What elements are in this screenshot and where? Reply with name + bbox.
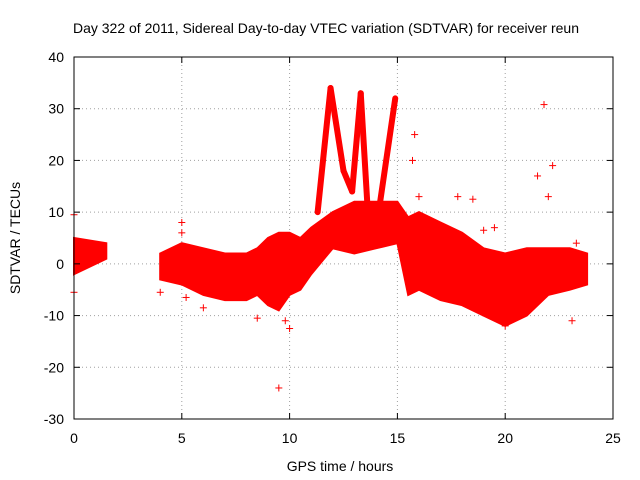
outlier-point (540, 101, 548, 109)
outlier-point (534, 172, 542, 180)
data-spike (357, 90, 371, 205)
outlier-point (408, 156, 416, 164)
y-tick-label: 30 (48, 101, 64, 117)
y-tick-label: 10 (48, 204, 64, 220)
outlier-point (199, 304, 207, 312)
plot-frame (73, 56, 614, 420)
outlier-point (411, 131, 419, 139)
y-tick-label: -20 (44, 359, 64, 375)
outlier-points (70, 101, 580, 392)
y-tick-label: 20 (48, 152, 64, 168)
data-spike (314, 85, 334, 216)
outlier-point (454, 193, 462, 201)
data-spike (377, 95, 399, 205)
outlier-point (253, 314, 261, 322)
outlier-point (281, 317, 289, 325)
data-band (73, 200, 589, 328)
outlier-point (490, 224, 498, 232)
chart-title: Day 322 of 2011, Sidereal Day-to-day VTE… (73, 20, 579, 36)
data-spike (327, 85, 347, 174)
outlier-point (549, 162, 557, 170)
data-spikes (314, 85, 399, 216)
data-band-region (73, 236, 108, 276)
outlier-point (178, 229, 186, 237)
outlier-point (568, 317, 576, 325)
x-tick-label: 20 (497, 430, 513, 446)
outlier-point (544, 193, 552, 201)
outlier-point (415, 193, 423, 201)
outlier-point (156, 288, 164, 296)
y-tick-label: -10 (44, 308, 64, 324)
outlier-point (501, 322, 509, 330)
outlier-point (286, 325, 294, 332)
y-tick-label: 0 (56, 256, 64, 272)
outlier-point (182, 293, 190, 301)
outlier-point (572, 239, 580, 247)
outlier-point (178, 218, 186, 226)
x-tick-label: 15 (390, 430, 406, 446)
y-axis-label: SDTVAR / TECUs (7, 182, 23, 294)
x-tick-label: 5 (178, 430, 186, 446)
y-tick-label: 40 (48, 49, 64, 65)
y-tick-label: -30 (44, 411, 64, 427)
x-tick-label: 0 (70, 430, 78, 446)
outlier-point (275, 384, 283, 392)
outlier-point (469, 195, 477, 203)
x-tick-label: 10 (282, 430, 298, 446)
axis-ticks: 0 5 10 15 20 25 -30 -20 -10 0 10 20 30 40 (44, 49, 621, 446)
data-band-region (159, 200, 589, 328)
x-tick-label: 25 (605, 430, 621, 446)
x-axis-label: GPS time / hours (287, 458, 394, 474)
outlier-point (480, 226, 488, 234)
